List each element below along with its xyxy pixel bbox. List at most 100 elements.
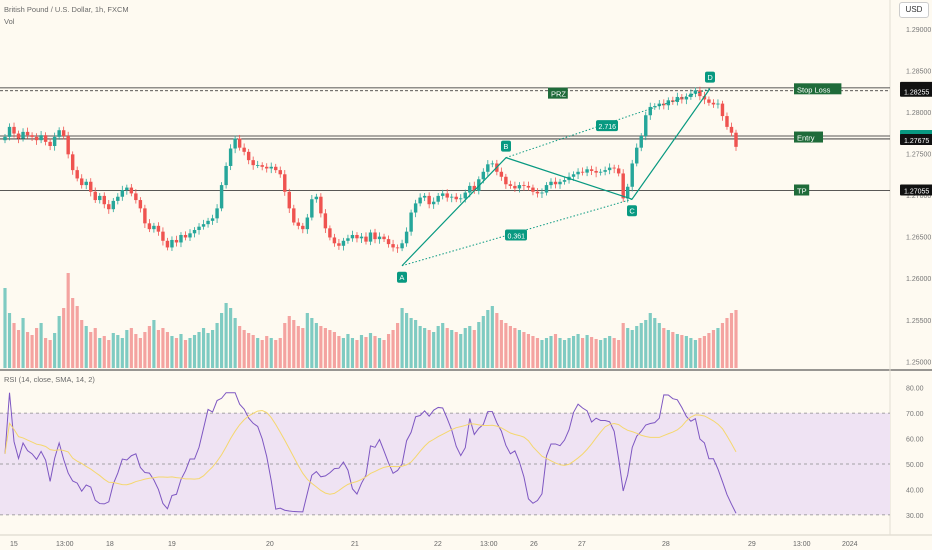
volume-bar: [373, 336, 377, 368]
volume-label[interactable]: Vol: [4, 17, 15, 26]
candle-body: [138, 200, 143, 209]
candle-body: [553, 181, 558, 185]
candle-body: [571, 174, 576, 177]
candle-body: [12, 126, 16, 134]
volume-bar: [3, 288, 7, 368]
price-label: 1.27055: [904, 188, 929, 195]
volume-bar: [66, 273, 70, 368]
rsi-label[interactable]: RSI (14, close, SMA, 14, 2): [4, 375, 95, 384]
candle-body: [549, 181, 553, 186]
volume-bar: [197, 332, 201, 368]
candle-body: [544, 185, 549, 193]
candle-body: [107, 204, 111, 210]
volume-bar: [463, 328, 467, 368]
candle-body: [535, 191, 540, 194]
zone-label-entry: Entry: [797, 134, 815, 143]
zone-label-box: [548, 87, 568, 99]
candle-body: [278, 170, 282, 175]
ratio-label: 2.716: [599, 124, 617, 131]
candle-body: [531, 187, 535, 192]
volume-bar: [260, 340, 264, 368]
price-tick-label: 1.25500: [906, 318, 931, 325]
volume-bar: [296, 326, 300, 368]
volume-bar: [522, 332, 526, 368]
volume-bar: [459, 334, 463, 368]
volume-bar: [53, 333, 57, 368]
volume-bar: [590, 337, 594, 368]
pattern-point-c: C: [629, 207, 635, 216]
ratio-label: 0.361: [508, 233, 526, 240]
volume-bar: [84, 326, 88, 368]
price-axis: 1.29000 1.28500 1.28000 1.27500 1.27000 1.265…: [906, 27, 931, 520]
volume-bar: [653, 318, 657, 368]
rsi-tick-label: 60.00: [906, 437, 924, 444]
volume-bar: [716, 328, 720, 368]
volume-bar: [377, 338, 382, 368]
volume-bar: [188, 338, 192, 368]
volume-bar: [657, 323, 661, 368]
candle-body: [400, 243, 404, 249]
volume-bar: [368, 333, 373, 368]
candle-body: [355, 234, 359, 239]
candle-body: [305, 217, 310, 230]
candle-body: [404, 231, 409, 244]
candle-body: [427, 195, 431, 205]
currency-badge[interactable]: USD: [899, 2, 929, 18]
candle-body: [265, 166, 269, 169]
candle-body: [156, 225, 161, 232]
candle-body: [517, 185, 522, 189]
volume-bar: [39, 323, 43, 368]
time-tick-label: 22: [434, 541, 442, 548]
time-tick-label: 13:00: [56, 541, 74, 548]
candle-body: [490, 163, 495, 165]
volume-bar: [337, 336, 341, 368]
candle-body: [445, 193, 449, 198]
volume-bar: [477, 322, 481, 368]
volume-bar: [481, 316, 485, 368]
candle-body: [364, 236, 368, 242]
pattern-point-box: [705, 71, 715, 83]
candle-body: [192, 229, 197, 234]
volume-bar: [12, 323, 16, 368]
candle-body: [34, 136, 39, 141]
zone-label-box: [794, 184, 810, 196]
candle-body: [346, 238, 350, 241]
volume-bar: [734, 310, 738, 368]
volume-bar: [626, 328, 630, 368]
candle-body: [287, 191, 291, 209]
candle-body: [625, 186, 630, 199]
candle-body: [576, 171, 580, 175]
time-tick-label: 26: [530, 541, 538, 548]
volume-bar: [170, 336, 174, 368]
volume-bar: [319, 326, 323, 368]
candle-body: [120, 190, 125, 197]
candle-body: [341, 240, 346, 246]
candle-body: [206, 220, 210, 225]
candle-body: [481, 171, 486, 180]
volume-bar: [93, 328, 97, 368]
zone-label-stop-loss: Stop Loss: [797, 85, 831, 94]
volume-bar: [341, 338, 346, 368]
volume-bar: [25, 332, 30, 368]
candle-body: [644, 115, 648, 137]
volume-bar: [138, 338, 142, 368]
volume-bar: [698, 338, 702, 368]
candle-body: [648, 106, 652, 116]
volume-bar: [608, 336, 612, 368]
candle-body: [594, 170, 598, 173]
candle-body: [635, 147, 639, 164]
candle-body: [562, 180, 567, 182]
volume-bar: [720, 323, 725, 368]
time-tick-label: 28: [662, 541, 670, 548]
candle-body: [125, 187, 129, 191]
symbol-title[interactable]: British Pound / U.S. Dollar, 1h, FXCM: [4, 5, 129, 14]
volume-bar: [531, 336, 535, 368]
volume-bar: [350, 338, 355, 368]
price-label: 1.27675: [904, 138, 929, 145]
volume-bar: [7, 313, 12, 368]
rsi-tick-label: 80.00: [906, 386, 924, 393]
candle-body: [639, 136, 643, 148]
harmonic-pattern: A B C D 0.361 2.716: [397, 71, 715, 283]
volume-bar: [210, 330, 215, 368]
